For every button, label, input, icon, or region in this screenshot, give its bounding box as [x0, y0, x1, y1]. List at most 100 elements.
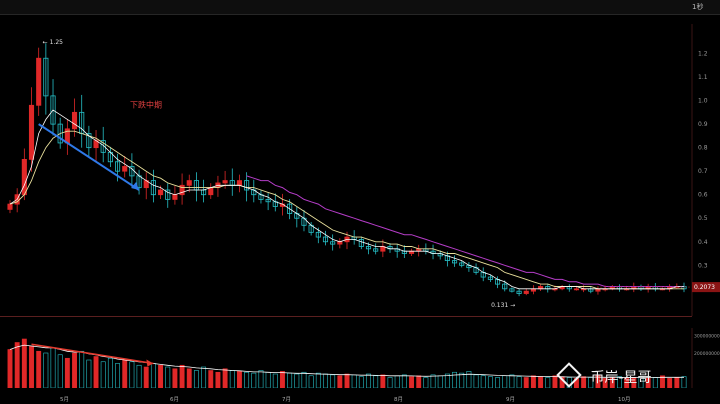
candle [107, 146, 113, 167]
candle [150, 169, 156, 203]
volume-bar [660, 375, 665, 388]
y-tick-label: 1.1 [698, 74, 708, 81]
volume-bar [380, 374, 386, 388]
candle [330, 234, 336, 251]
candle [480, 267, 486, 282]
month-axis: 5月 6月 7月 8月 9月 10月 [0, 397, 692, 404]
ohlc-info-bar [0, 15, 720, 24]
volume-bar [265, 371, 271, 388]
volume-bar [523, 377, 529, 388]
volume-bar [165, 366, 171, 388]
toolbar-right-label: 1秒 [692, 3, 704, 11]
volume-chart[interactable]: 300000000 200000000 [0, 328, 720, 388]
candle-body [322, 236, 329, 243]
volume-bar [667, 378, 673, 388]
candle-body [165, 189, 171, 200]
candle [373, 243, 379, 255]
candle-body [287, 203, 293, 214]
price-chart[interactable]: 1.2 1.1 1.0 0.9 0.8 0.7 0.6 0.5 0.4 0.3 下跌中期 ← 1.25… [0, 24, 720, 316]
volume-bar [387, 377, 393, 388]
candle [258, 190, 264, 204]
candle-body [71, 111, 78, 130]
candle [559, 284, 565, 291]
candle [93, 130, 99, 163]
candle [136, 169, 142, 195]
trend-arrow-head [131, 182, 140, 190]
current-price-text: 0.2073 [694, 284, 715, 291]
volume-bar [244, 371, 250, 388]
candle [50, 79, 56, 136]
candle [638, 284, 644, 291]
volume-bar [272, 373, 278, 388]
volume-bar [459, 372, 465, 388]
candle [394, 244, 400, 258]
volume-bar [595, 375, 601, 388]
volume-bar [394, 375, 400, 388]
candle-body [452, 260, 458, 264]
high-label: ← 1.25 [43, 39, 63, 46]
volume-arrow-head [146, 359, 154, 367]
volume-bar [107, 357, 113, 388]
ma-long-line [246, 175, 684, 287]
volume-bar [93, 356, 99, 388]
chart-annotation: 下跌中期 [130, 100, 162, 110]
candle [322, 230, 329, 246]
volume-bar [337, 375, 343, 388]
candle [86, 125, 92, 157]
candle [79, 94, 85, 148]
candle [294, 206, 300, 228]
candle [408, 248, 415, 256]
candle-body [330, 241, 336, 245]
volume-ma-line [9, 344, 684, 378]
candle [674, 283, 680, 289]
candle [459, 260, 465, 268]
candle [401, 245, 407, 258]
volume-bar [179, 364, 185, 388]
volume-bar [186, 368, 192, 388]
volume-bar [201, 366, 207, 388]
volume-bar [215, 371, 221, 388]
x-month-label: 9月 [506, 397, 515, 403]
candle-body [179, 184, 185, 196]
candle-body [523, 290, 529, 294]
candle [645, 283, 651, 293]
volume-bar [330, 374, 336, 388]
candle [186, 174, 192, 193]
candle [301, 210, 307, 232]
candle-body [208, 187, 214, 196]
volume-bar [566, 377, 572, 388]
volume-bar [150, 363, 156, 388]
volume-bar [430, 374, 436, 388]
candle-body [186, 180, 192, 186]
candle [165, 183, 171, 208]
volume-bar [638, 376, 644, 388]
candle [179, 173, 185, 205]
volume-bar [172, 368, 178, 388]
volume-bar [545, 377, 551, 388]
volume-bar [538, 376, 544, 388]
candle [7, 200, 13, 214]
candle [523, 288, 529, 296]
panel-separator [0, 316, 692, 317]
watermark-logo-icon [556, 362, 582, 388]
candle-body [315, 231, 321, 238]
candle-body [222, 180, 228, 184]
candle [215, 175, 221, 197]
candle [236, 174, 242, 193]
volume-bar [645, 378, 651, 388]
candle-body [21, 159, 27, 196]
candle [172, 185, 178, 205]
volume-bar [552, 375, 558, 388]
candle [487, 274, 493, 283]
volume-bar [280, 371, 285, 388]
volume-y-label: 200000000 [694, 351, 720, 357]
trend-arrow-line [38, 123, 140, 191]
volume-bar [315, 372, 321, 388]
x-month-label: 8月 [394, 397, 403, 403]
volume-y-label: 300000000 [694, 334, 720, 340]
volume-bar [86, 359, 92, 388]
candle-body [28, 104, 35, 160]
volume-bar [208, 370, 214, 388]
volume-bar [409, 376, 414, 388]
candle [452, 255, 458, 267]
